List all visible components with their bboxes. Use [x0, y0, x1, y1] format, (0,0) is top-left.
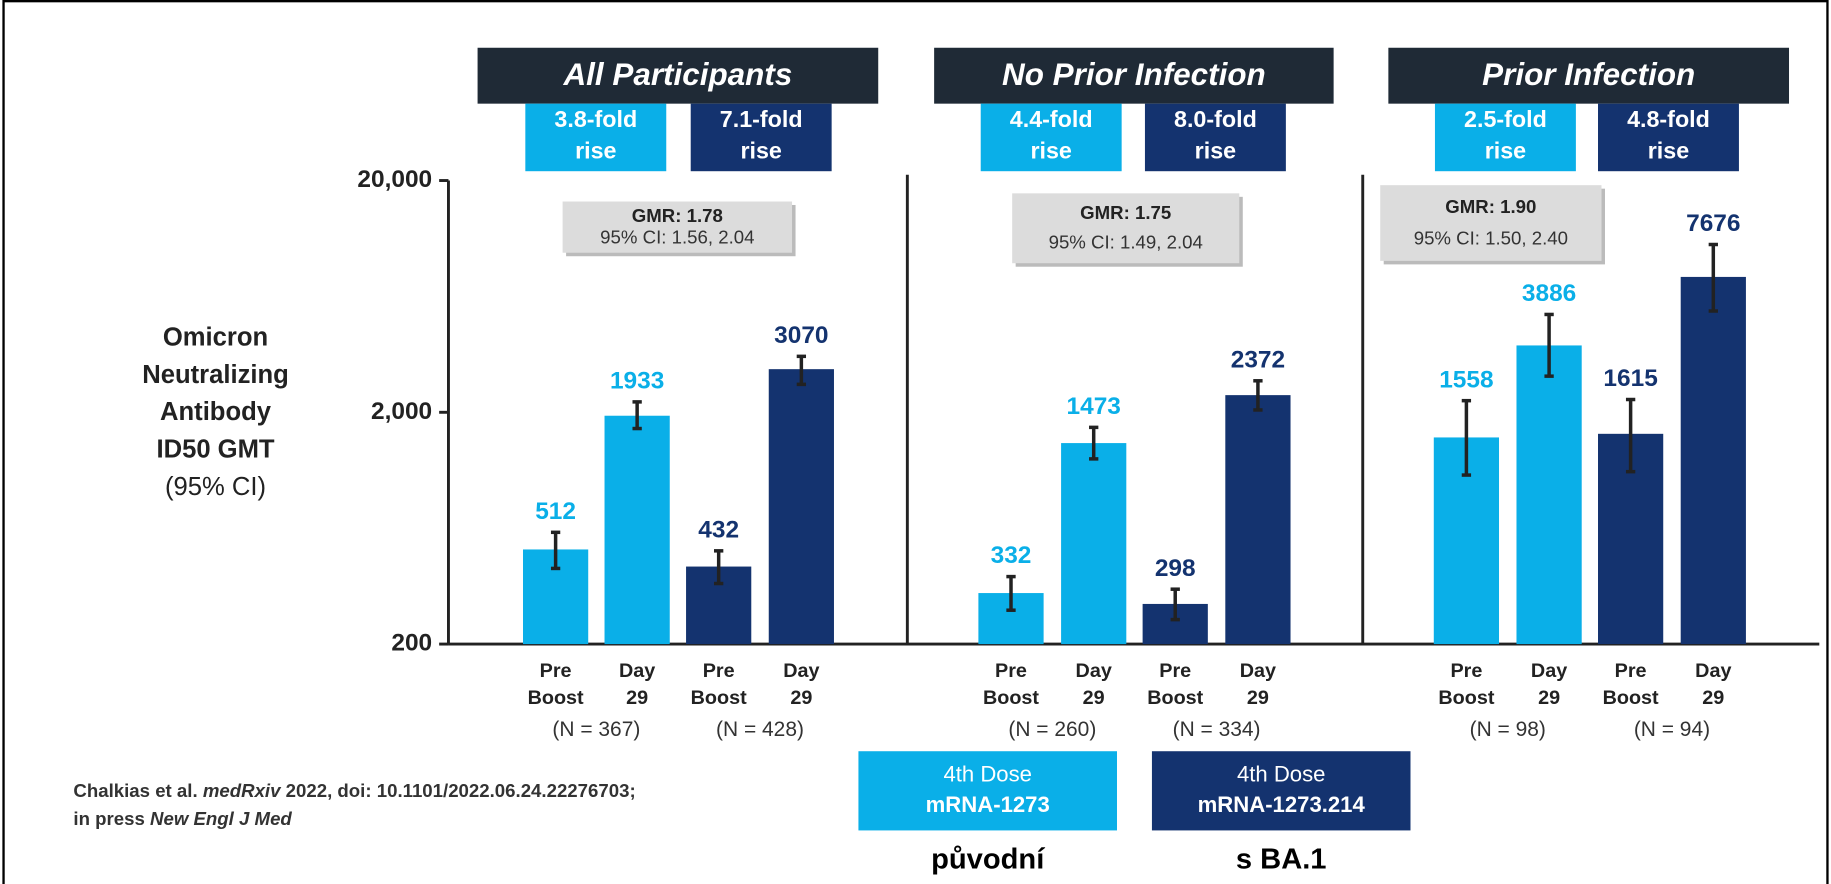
- legend-label: 4th Dose: [1237, 762, 1326, 787]
- gmr-ci-label: 95% CI: 1.50, 2.40: [1414, 228, 1568, 249]
- x-tick-label: Pre Boost: [1438, 660, 1494, 709]
- legend-note: s BA.1: [1236, 843, 1327, 875]
- fold-rise-label: 4.4-fold rise: [1010, 106, 1093, 163]
- group-label: (N = 260): [1008, 718, 1096, 741]
- bar: [1225, 395, 1291, 645]
- y-tick-label: 20,000: [357, 166, 432, 193]
- fold-rise-label: 4.8-fold rise: [1627, 106, 1710, 163]
- value-label: 2372: [1231, 346, 1285, 373]
- gmr-box: [562, 201, 793, 253]
- panel-title-box: [1388, 47, 1790, 104]
- value-label: 432: [698, 516, 739, 543]
- gmr-label: GMR: 1.90: [1445, 196, 1536, 217]
- fold-rise-label: 7.1-fold rise: [720, 106, 803, 163]
- fold-rise-label: 8.0-fold rise: [1174, 106, 1257, 163]
- fold-rise-box: [980, 103, 1122, 172]
- y-axis-label: Neutralizing: [142, 361, 289, 389]
- fold-rise-box: [690, 103, 832, 172]
- group-label: (N = 94): [1634, 718, 1710, 741]
- x-tick-label: Day 29: [1695, 660, 1731, 709]
- bar: [1061, 443, 1127, 645]
- fold-rise-box: [1434, 103, 1576, 172]
- group-label: (N = 428): [716, 718, 804, 741]
- value-label: 298: [1155, 555, 1196, 582]
- value-label: 3070: [774, 322, 828, 349]
- panel-title: Prior Infection: [1482, 57, 1695, 92]
- x-tick-label: Pre Boost: [983, 660, 1039, 709]
- y-axis-label: Omicron: [163, 324, 268, 352]
- source-text: Chalkias et al.: [73, 780, 202, 801]
- gmr-box: [1012, 193, 1240, 264]
- gmr-ci-label: 95% CI: 1.49, 2.04: [1049, 232, 1203, 253]
- legend-swatch: [1151, 751, 1411, 831]
- group-label: (N = 334): [1173, 718, 1261, 741]
- fold-rise-label: 3.8-fold rise: [554, 106, 637, 163]
- fold-rise-box: [525, 103, 667, 172]
- panel-title-box: [934, 47, 1334, 104]
- bar: [604, 415, 670, 645]
- gmr-label: GMR: 1.78: [632, 205, 723, 226]
- x-tick-label: Pre Boost: [528, 660, 584, 709]
- x-tick-label: Day 29: [619, 660, 655, 709]
- panel-title: All Participants: [562, 57, 792, 92]
- x-tick-label: Pre Boost: [1603, 660, 1659, 709]
- bar: [1680, 276, 1746, 645]
- gmr-ci-label: 95% CI: 1.56, 2.04: [600, 226, 754, 247]
- value-label: 1558: [1439, 366, 1493, 393]
- y-axis-label: Antibody: [160, 398, 272, 426]
- source-text: medRxiv: [203, 780, 282, 801]
- y-axis-label: (95% CI): [165, 473, 266, 501]
- gmr-box: [1380, 185, 1602, 261]
- panel-title: No Prior Infection: [1002, 57, 1266, 92]
- x-tick-label: Day 29: [1240, 660, 1276, 709]
- group-label: (N = 367): [552, 718, 640, 741]
- bar: [1516, 345, 1582, 645]
- legend-note: původní: [931, 843, 1045, 875]
- source-note: in press New Engl J Med: [73, 808, 292, 829]
- x-tick-label: Day 29: [1076, 660, 1112, 709]
- panel-title-box: [477, 47, 879, 104]
- fold-rise-box: [1144, 103, 1286, 172]
- legend-label: mRNA-1273.214: [1198, 792, 1366, 817]
- source-note: Chalkias et al. medRxiv 2022, doi: 10.11…: [73, 780, 635, 801]
- x-tick-label: Day 29: [1531, 660, 1567, 709]
- value-label: 332: [991, 542, 1032, 569]
- gmr-label: GMR: 1.75: [1080, 202, 1171, 223]
- value-label: 7676: [1686, 210, 1740, 237]
- legend-label: mRNA-1273: [926, 792, 1050, 817]
- value-label: 1473: [1067, 393, 1121, 420]
- x-tick-label: Pre Boost: [1147, 660, 1203, 709]
- bar: [768, 369, 834, 645]
- value-label: 512: [535, 498, 576, 525]
- x-tick-label: Day 29: [783, 660, 819, 709]
- source-text: New Engl J Med: [150, 808, 292, 829]
- x-tick-label: Pre Boost: [691, 660, 747, 709]
- value-label: 1615: [1603, 365, 1657, 392]
- source-text: in press: [73, 808, 150, 829]
- legend-label: 4th Dose: [943, 762, 1031, 787]
- y-axis-label: ID50 GMT: [156, 436, 274, 464]
- source-text: 2022, doi: 10.1101/2022.06.24.22276703;: [280, 780, 635, 801]
- fold-rise-box: [1598, 103, 1739, 172]
- value-label: 1933: [610, 368, 664, 395]
- legend-swatch: [858, 751, 1117, 831]
- group-label: (N = 98): [1470, 718, 1546, 741]
- y-tick-label: 2,000: [371, 398, 432, 425]
- y-tick-label: 200: [391, 630, 432, 657]
- value-label: 3886: [1522, 280, 1576, 307]
- fold-rise-label: 2.5-fold rise: [1464, 106, 1547, 163]
